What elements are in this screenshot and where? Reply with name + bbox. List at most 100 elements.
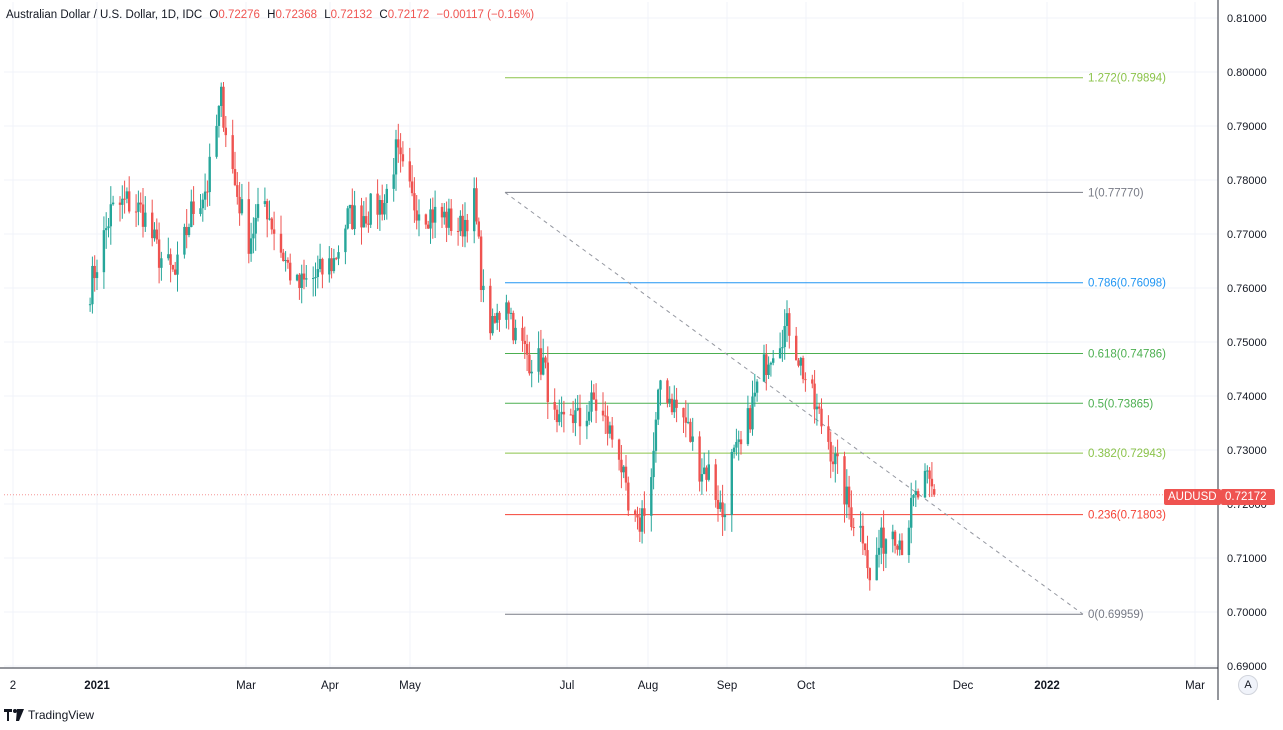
candle-body [183,226,186,255]
candle-body [215,125,218,157]
candle-body [413,193,416,211]
candle-body [606,416,609,434]
candle-body [408,161,411,182]
low-label: L [324,9,331,21]
candle-body [498,312,501,320]
x-tick-label: May [399,680,421,692]
candle-body [537,348,540,372]
y-tick-label: 0.79000 [1227,121,1267,133]
candle-body [592,392,595,400]
candle-body [700,474,704,482]
candle-body [723,515,727,518]
candle-body [479,236,483,291]
candle-body [650,477,653,516]
low-value: 0.72132 [330,9,373,21]
candle-body [836,453,839,457]
candle-body [141,204,145,227]
candle-body [169,254,172,265]
candle-body [289,262,292,281]
candle-body [286,259,290,263]
candle-body [137,202,140,212]
change-value: −0.00117 (−0.16%) [436,9,535,21]
fib-level-label: 1(0.77770) [1088,187,1144,199]
candle-body [788,313,791,336]
candle-body [102,230,106,273]
candle-body [553,401,556,410]
candle-body [424,214,428,225]
candle-body [300,273,303,289]
high-label: H [267,9,276,21]
candle-body [155,229,158,240]
candle-body [378,200,382,215]
candle-body [930,478,934,487]
close-label: C [379,9,388,21]
fibonacci-retracement[interactable]: 1.272(0.79894) 1(0.77770) 0.786(0.76098) 0.… [4,73,1218,621]
candle-body [769,362,773,365]
x-tick-label: Dec [953,680,974,692]
candles [88,82,936,591]
candle-body [176,254,179,275]
candle-body [157,239,161,268]
y-tick-label: 0.81000 [1227,13,1267,25]
candle-body [620,459,623,473]
candle-body [482,285,485,291]
candle-body [755,381,759,393]
candle-body [843,456,846,505]
candle-body [864,543,867,551]
x-tick-label: Mar [236,680,256,692]
candle-body [249,238,253,254]
candle-body [590,392,593,412]
candle-body [459,215,462,232]
tradingview-logo[interactable]: TradingView [4,708,94,722]
candle-body [636,514,639,518]
candle-body [203,191,207,200]
candle-body [456,231,460,233]
candle-body [335,258,338,260]
candle-body [445,211,448,228]
candle-body [923,470,927,498]
candle-body [450,208,453,232]
candle-body [624,466,628,483]
candle-body [783,325,786,348]
candle-body [491,316,494,334]
candle-body [312,278,315,280]
candle-body [282,252,285,262]
candle-body [93,265,96,279]
x-tick-label: Mar [1185,680,1205,692]
candle-body [88,304,92,306]
candle-body [877,547,881,555]
fib-level-label: 0(0.69959) [1088,609,1144,621]
candle-body [328,258,331,275]
candle-body [233,169,237,186]
candle-body [578,407,582,427]
candle-body [399,147,402,155]
candle-body [337,252,340,259]
candle-body [882,527,885,554]
candle-body [201,199,204,209]
candle-body [804,379,807,381]
x-tick-label: Aug [638,680,658,692]
candle-body [514,327,517,341]
candle-body [652,450,655,478]
candle-body [429,209,432,229]
candle-body [893,531,897,546]
candle-body [185,226,188,236]
x-tick-label: 2021 [84,680,110,692]
y-tick-label: 0.75000 [1227,337,1267,349]
candle-body [562,411,566,415]
candle-body [461,215,464,237]
candle-body [730,451,733,516]
candle-body [689,421,692,442]
candle-body [118,202,122,205]
candle-body [284,259,287,262]
auto-scale-button[interactable]: A [1238,675,1258,695]
candle-body [916,491,920,498]
candle-body [505,302,508,320]
candle-body [330,258,333,272]
candle-body [845,486,848,505]
candle-body [558,414,561,423]
candle-body [206,191,209,193]
candle-body [151,212,154,239]
candle-body [367,223,370,225]
